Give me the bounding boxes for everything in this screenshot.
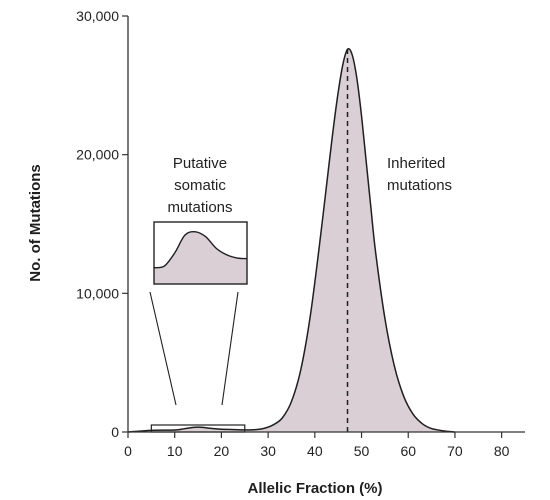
inset-frame [153,221,248,285]
inset-connector-left [149,291,177,406]
y-tick-label: 30,000 [76,8,119,24]
y-tick-label: 0 [111,424,119,440]
x-tick-label: 20 [214,443,230,459]
x-tick-label: 10 [167,443,183,459]
x-axis-title: Allelic Fraction (%) [247,480,382,497]
inset-zoom [149,221,248,433]
x-tick-label: 40 [307,443,323,459]
somatic-annotation-line-1: Putative [173,155,227,172]
inset-connector-right [221,291,239,406]
x-tick-label: 0 [124,443,132,459]
y-tick-label: 10,000 [76,285,119,301]
inherited-annotation-line-2: mutations [387,177,452,194]
somatic-annotation-line-2: somatic [174,177,226,194]
x-tick-label: 70 [447,443,463,459]
x-tick-label: 60 [400,443,416,459]
inset-area [154,231,247,284]
y-axis-title: No. of Mutations [27,164,44,281]
axes: 0 10 20 30 40 50 60 70 80 0 10,000 20,000 30,000 [76,8,525,459]
inherited-annotation-line-1: Inherited [387,155,445,172]
somatic-annotation-line-3: mutations [167,199,232,216]
y-tick-label: 20,000 [76,147,119,163]
x-tick-label: 80 [494,443,510,459]
x-tick-label: 50 [354,443,370,459]
distribution-area [128,48,525,433]
inset-curve [153,230,248,269]
distribution-curve [127,48,456,433]
x-tick-label: 30 [260,443,276,459]
plot-area [127,47,525,433]
